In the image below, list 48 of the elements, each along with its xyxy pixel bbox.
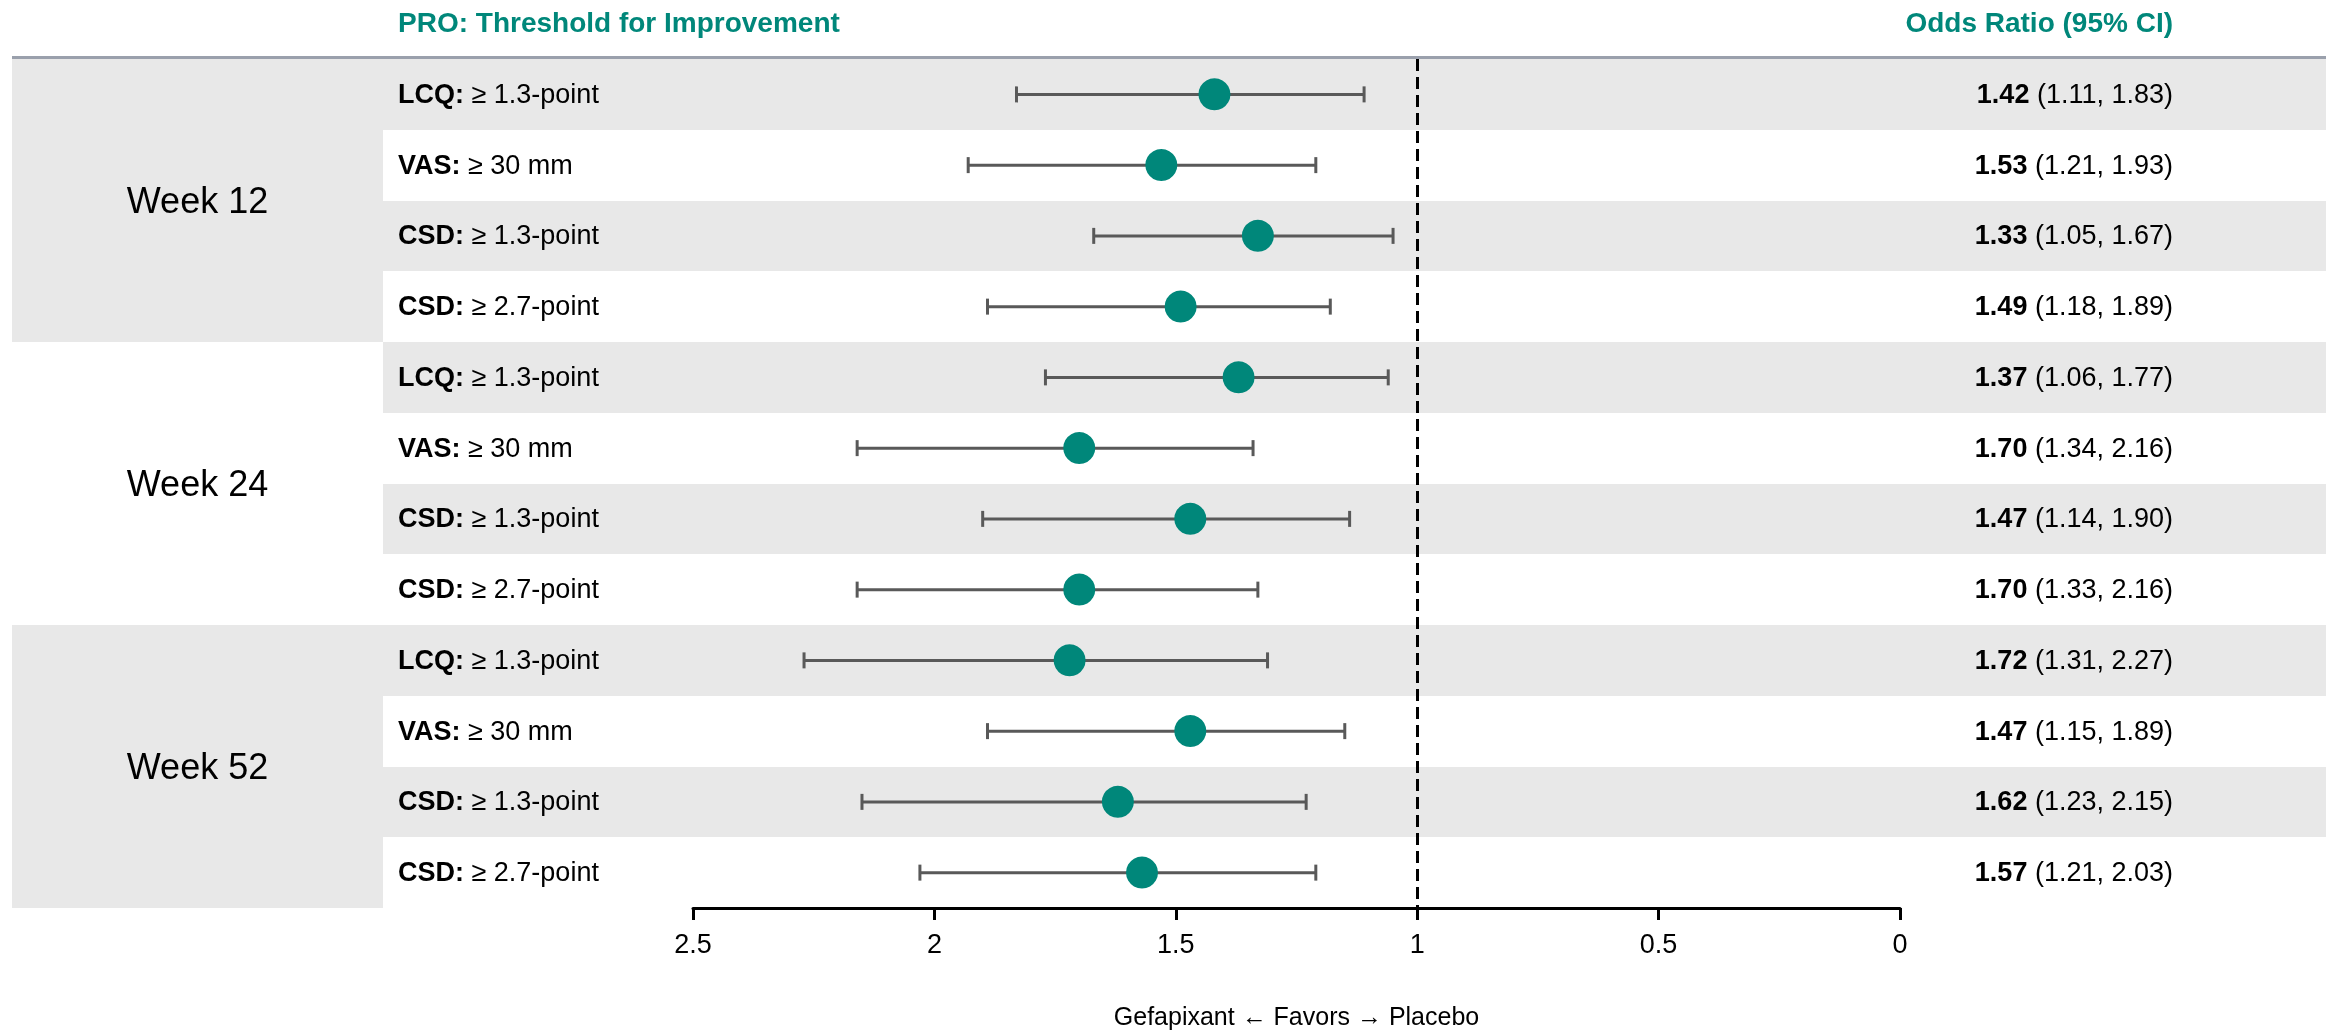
y-tick-label: CSD: ≥ 2.7-point	[398, 574, 599, 606]
x-axis-title: Gefapixant ← Favors → Placebo	[1113, 1001, 1480, 1030]
text: Week 12	[12, 59, 383, 342]
data-label: 1.72 (1.31, 2.27)	[1974, 644, 2173, 676]
x-tick-label: 0	[1892, 928, 1908, 959]
data-label: 1.57 (1.21, 2.03)	[1974, 857, 2173, 889]
y-tick-label: VAS: ≥ 30 mm	[398, 715, 573, 747]
text: Week 52	[12, 625, 383, 908]
data-label: 1.49 (1.18, 1.89)	[1974, 291, 2173, 323]
point	[1164, 290, 1197, 323]
data-label: 1.33 (1.05, 1.67)	[1974, 220, 2173, 252]
point	[1174, 502, 1207, 535]
data-label: 1.47 (1.14, 1.90)	[1974, 503, 2173, 535]
x-tick-label: 1.5	[1157, 928, 1195, 959]
point	[1126, 856, 1158, 889]
data-label: 1.70 (1.33, 2.16)	[1974, 574, 2173, 606]
y-tick-label: CSD: ≥ 1.3-point	[398, 503, 599, 535]
y-tick-label: CSD: ≥ 1.3-point	[398, 786, 599, 818]
text: Week 24	[125, 461, 270, 506]
y-tick-label: LCQ: ≥ 1.3-point	[398, 644, 599, 676]
data-label: 1.42 (1.11, 1.83)	[1976, 78, 2173, 110]
y-tick-label: VAS: ≥ 30 mm	[398, 432, 573, 464]
x-tick-label: 1	[1409, 928, 1425, 959]
x-tick-label: 2	[926, 928, 942, 959]
point	[1222, 361, 1255, 394]
y-tick-label: LCQ: ≥ 1.3-point	[398, 78, 599, 110]
y-tick-label: CSD: ≥ 2.7-point	[398, 857, 599, 889]
data-label: 1.70 (1.34, 2.16)	[1974, 432, 2173, 464]
point	[1198, 78, 1231, 111]
point	[1174, 715, 1207, 748]
point	[1063, 432, 1096, 465]
x-tick-label: 2.5	[674, 928, 712, 959]
x-tick-label: 0.5	[1639, 928, 1678, 959]
point	[1145, 149, 1178, 182]
data-label: 1.53 (1.21, 1.93)	[1974, 149, 2173, 181]
y2-axis-title: Odds Ratio (95% CI)	[1905, 6, 2174, 38]
y-tick-label: VAS: ≥ 30 mm	[398, 149, 573, 181]
point	[1241, 219, 1274, 252]
point	[1063, 573, 1096, 606]
y-tick-label: CSD: ≥ 1.3-point	[398, 220, 599, 252]
point	[1101, 785, 1134, 818]
y-tick-label: LCQ: ≥ 1.3-point	[398, 361, 599, 393]
y-tick-label: CSD: ≥ 2.7-point	[398, 291, 599, 323]
point	[1053, 644, 1086, 677]
y-axis-title: PRO: Threshold for Improvement	[398, 6, 840, 38]
data-label: 1.62 (1.23, 2.15)	[1974, 786, 2173, 818]
data-label: 1.47 (1.15, 1.89)	[1974, 715, 2173, 747]
data-label: 1.37 (1.06, 1.77)	[1974, 361, 2173, 393]
